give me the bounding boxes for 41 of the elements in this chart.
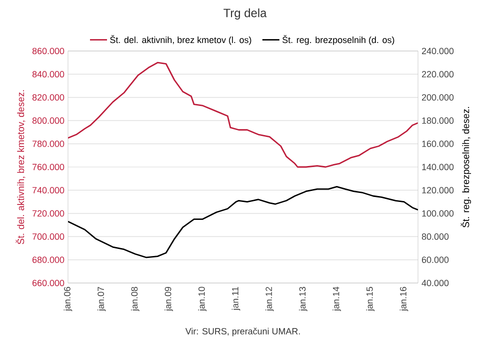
- x-tick-label: jan.08: [131, 286, 140, 312]
- text: Vir: SURS, preračuni UMAR.: [185, 328, 300, 336]
- y-tick-label: 800.000: [32, 117, 64, 124]
- x-tick-label: jan.15: [366, 286, 375, 312]
- y2-tick-label: 120.000: [422, 187, 454, 194]
- y2-tick-label: 60.000: [422, 256, 449, 263]
- x-tick-label: jan.09: [164, 286, 173, 312]
- x-tick-label: jan.06: [64, 286, 72, 312]
- line-series: [68, 62, 418, 168]
- y-tick-label: 780.000: [32, 140, 64, 147]
- y-tick-label: 760.000: [32, 164, 64, 170]
- chart-title: Trg dela: [224, 8, 267, 20]
- y-tick-label: 820.000: [32, 94, 64, 101]
- legend-label: Št. reg. brezposelnih (d. os): [282, 35, 394, 45]
- y2-tick-label: 40.000: [422, 280, 449, 286]
- x-tick-label: jan.07: [97, 286, 106, 312]
- y2-tick-label: 160.000: [422, 140, 454, 147]
- y-tick-label: 660.000: [32, 280, 64, 286]
- y-tick-label: 680.000: [32, 256, 64, 263]
- y2-tick-label: 200.000: [422, 94, 454, 101]
- x-tick-label: jan.12: [265, 286, 274, 312]
- y2-tick-label: 100.000: [422, 210, 454, 217]
- x-tick-label: jan.10: [198, 286, 207, 312]
- y-axis-title: Št. del. aktivnih, brez kmetov, desez.: [16, 90, 26, 244]
- y-tick-label: 700.000: [32, 233, 64, 240]
- y2-tick-label: 240.000: [422, 48, 454, 54]
- y2-tick-label: 220.000: [422, 71, 454, 78]
- y2-tick-label: 140.000: [422, 164, 454, 170]
- x-tick-label: jan.13: [299, 286, 308, 312]
- y2-tick-label: 80.000: [422, 233, 449, 240]
- line-series: [68, 186, 418, 258]
- x-tick-label: jan.14: [332, 286, 341, 312]
- x-tick-label: jan.11: [232, 286, 240, 311]
- y-tick-label: 720.000: [32, 210, 64, 217]
- y-tick-label: 840.000: [32, 71, 64, 78]
- y-tick-label: 740.000: [32, 187, 64, 194]
- y-tick-label: 860.000: [32, 48, 64, 54]
- y2-tick-label: 180.000: [422, 117, 454, 124]
- y2-axis-title: Št. reg. brezposelnih, desez.: [460, 107, 472, 228]
- legend-label: Št. del. aktivnih, brez kmetov (l. os): [110, 35, 252, 45]
- x-tick-label: jan.16: [400, 286, 408, 312]
